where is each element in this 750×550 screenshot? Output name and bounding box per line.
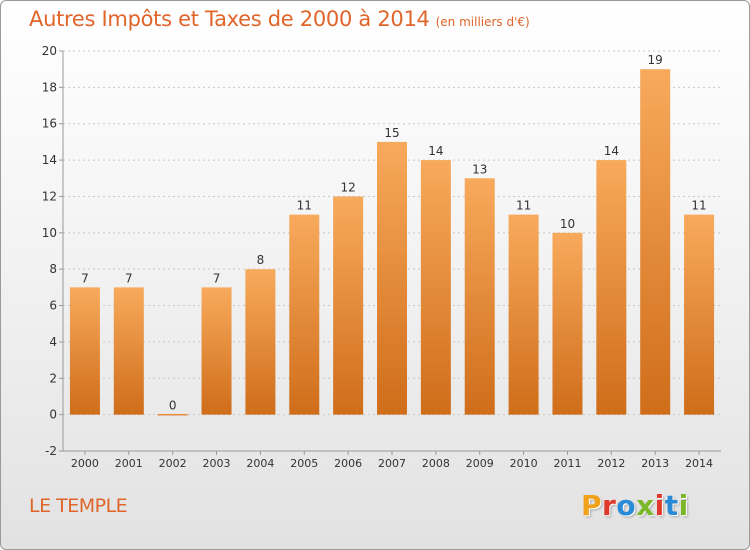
y-tick-label: 2 <box>49 371 57 385</box>
y-tick-label: 18 <box>42 80 57 94</box>
y-tick-label: 12 <box>42 189 57 203</box>
bar <box>289 214 320 415</box>
x-tick-label: 2007 <box>378 457 406 470</box>
logo-letter: r <box>602 489 617 522</box>
bars <box>69 69 715 416</box>
x-tick-label: 2006 <box>334 457 362 470</box>
x-tick-label: 2005 <box>290 457 318 470</box>
data-labels: 7 7 0 7 8 11 12 15 14 13 11 10 14 19 11 <box>81 53 707 412</box>
x-tick-label: 2011 <box>553 457 581 470</box>
x-tick-label: 2013 <box>641 457 669 470</box>
y-tick-label: 16 <box>42 117 57 131</box>
y-tick-label: 20 <box>42 44 57 58</box>
bar <box>684 214 715 415</box>
x-tick-label: 2012 <box>597 457 625 470</box>
logo-letter: i <box>678 489 689 522</box>
bar-value-label: 14 <box>604 144 619 158</box>
chart-unit: (en milliers d'€) <box>435 15 530 29</box>
x-tick-label: 2008 <box>422 457 450 470</box>
bar-value-label: 11 <box>297 199 312 213</box>
axes: -2 0 2 4 6 8 10 12 14 16 18 20 2000 2001 2002 2003 2004 2… <box>42 44 721 470</box>
x-tick-label: 2002 <box>159 457 187 470</box>
bar <box>201 287 232 415</box>
logo-letter: i <box>654 489 665 522</box>
bar <box>464 178 495 415</box>
bar <box>113 287 144 415</box>
y-tick-label: 10 <box>42 226 57 240</box>
x-tick-label: 2010 <box>510 457 538 470</box>
bar-value-label: 10 <box>560 217 575 231</box>
bar <box>508 214 539 415</box>
logo-letter: x <box>636 489 655 522</box>
x-tick-label: 2004 <box>246 457 274 470</box>
x-tick-label: 2000 <box>71 457 99 470</box>
x-tick-label: 2009 <box>466 457 494 470</box>
bar <box>245 269 276 415</box>
bar <box>596 160 627 415</box>
logo-letter: P <box>581 489 603 522</box>
bar-value-label: 15 <box>384 126 399 140</box>
x-tick-label: 2001 <box>115 457 143 470</box>
bar <box>157 413 188 416</box>
bar-value-label: 0 <box>169 399 177 413</box>
chart-title-block: Autres Impôts et Taxes de 2000 à 2014 (en… <box>29 7 530 31</box>
x-tick-label: 2003 <box>203 457 231 470</box>
bar <box>552 232 583 415</box>
bar <box>640 69 671 415</box>
bar-value-label: 14 <box>428 144 443 158</box>
x-tick-label: 2014 <box>685 457 713 470</box>
bar <box>333 196 364 415</box>
y-tick-label: 8 <box>49 262 57 276</box>
bar <box>420 160 451 415</box>
proxiti-logo[interactable]: Proxiti <box>581 489 689 522</box>
bar-value-label: 11 <box>691 199 706 213</box>
commune-name: LE TEMPLE <box>29 495 128 517</box>
logo-letter: o <box>616 489 637 522</box>
y-tick-label: 0 <box>49 408 57 422</box>
chart-title: Autres Impôts et Taxes de 2000 à 2014 <box>29 7 430 31</box>
bar <box>377 141 407 415</box>
y-tick-label: -2 <box>45 444 57 458</box>
bar <box>69 287 100 415</box>
bar-value-label: 8 <box>257 253 265 267</box>
y-tick-label: 14 <box>42 153 57 167</box>
bar-value-label: 11 <box>516 199 531 213</box>
bar-value-label: 13 <box>472 162 487 176</box>
bar-value-label: 7 <box>125 271 133 285</box>
y-tick-label: 4 <box>49 335 57 349</box>
bar-value-label: 12 <box>340 180 355 194</box>
y-tick-label: 6 <box>49 299 57 313</box>
bar-value-label: 19 <box>648 53 663 67</box>
logo-letter: t <box>664 489 679 522</box>
bar-value-label: 7 <box>81 271 89 285</box>
bar-value-label: 7 <box>213 271 221 285</box>
